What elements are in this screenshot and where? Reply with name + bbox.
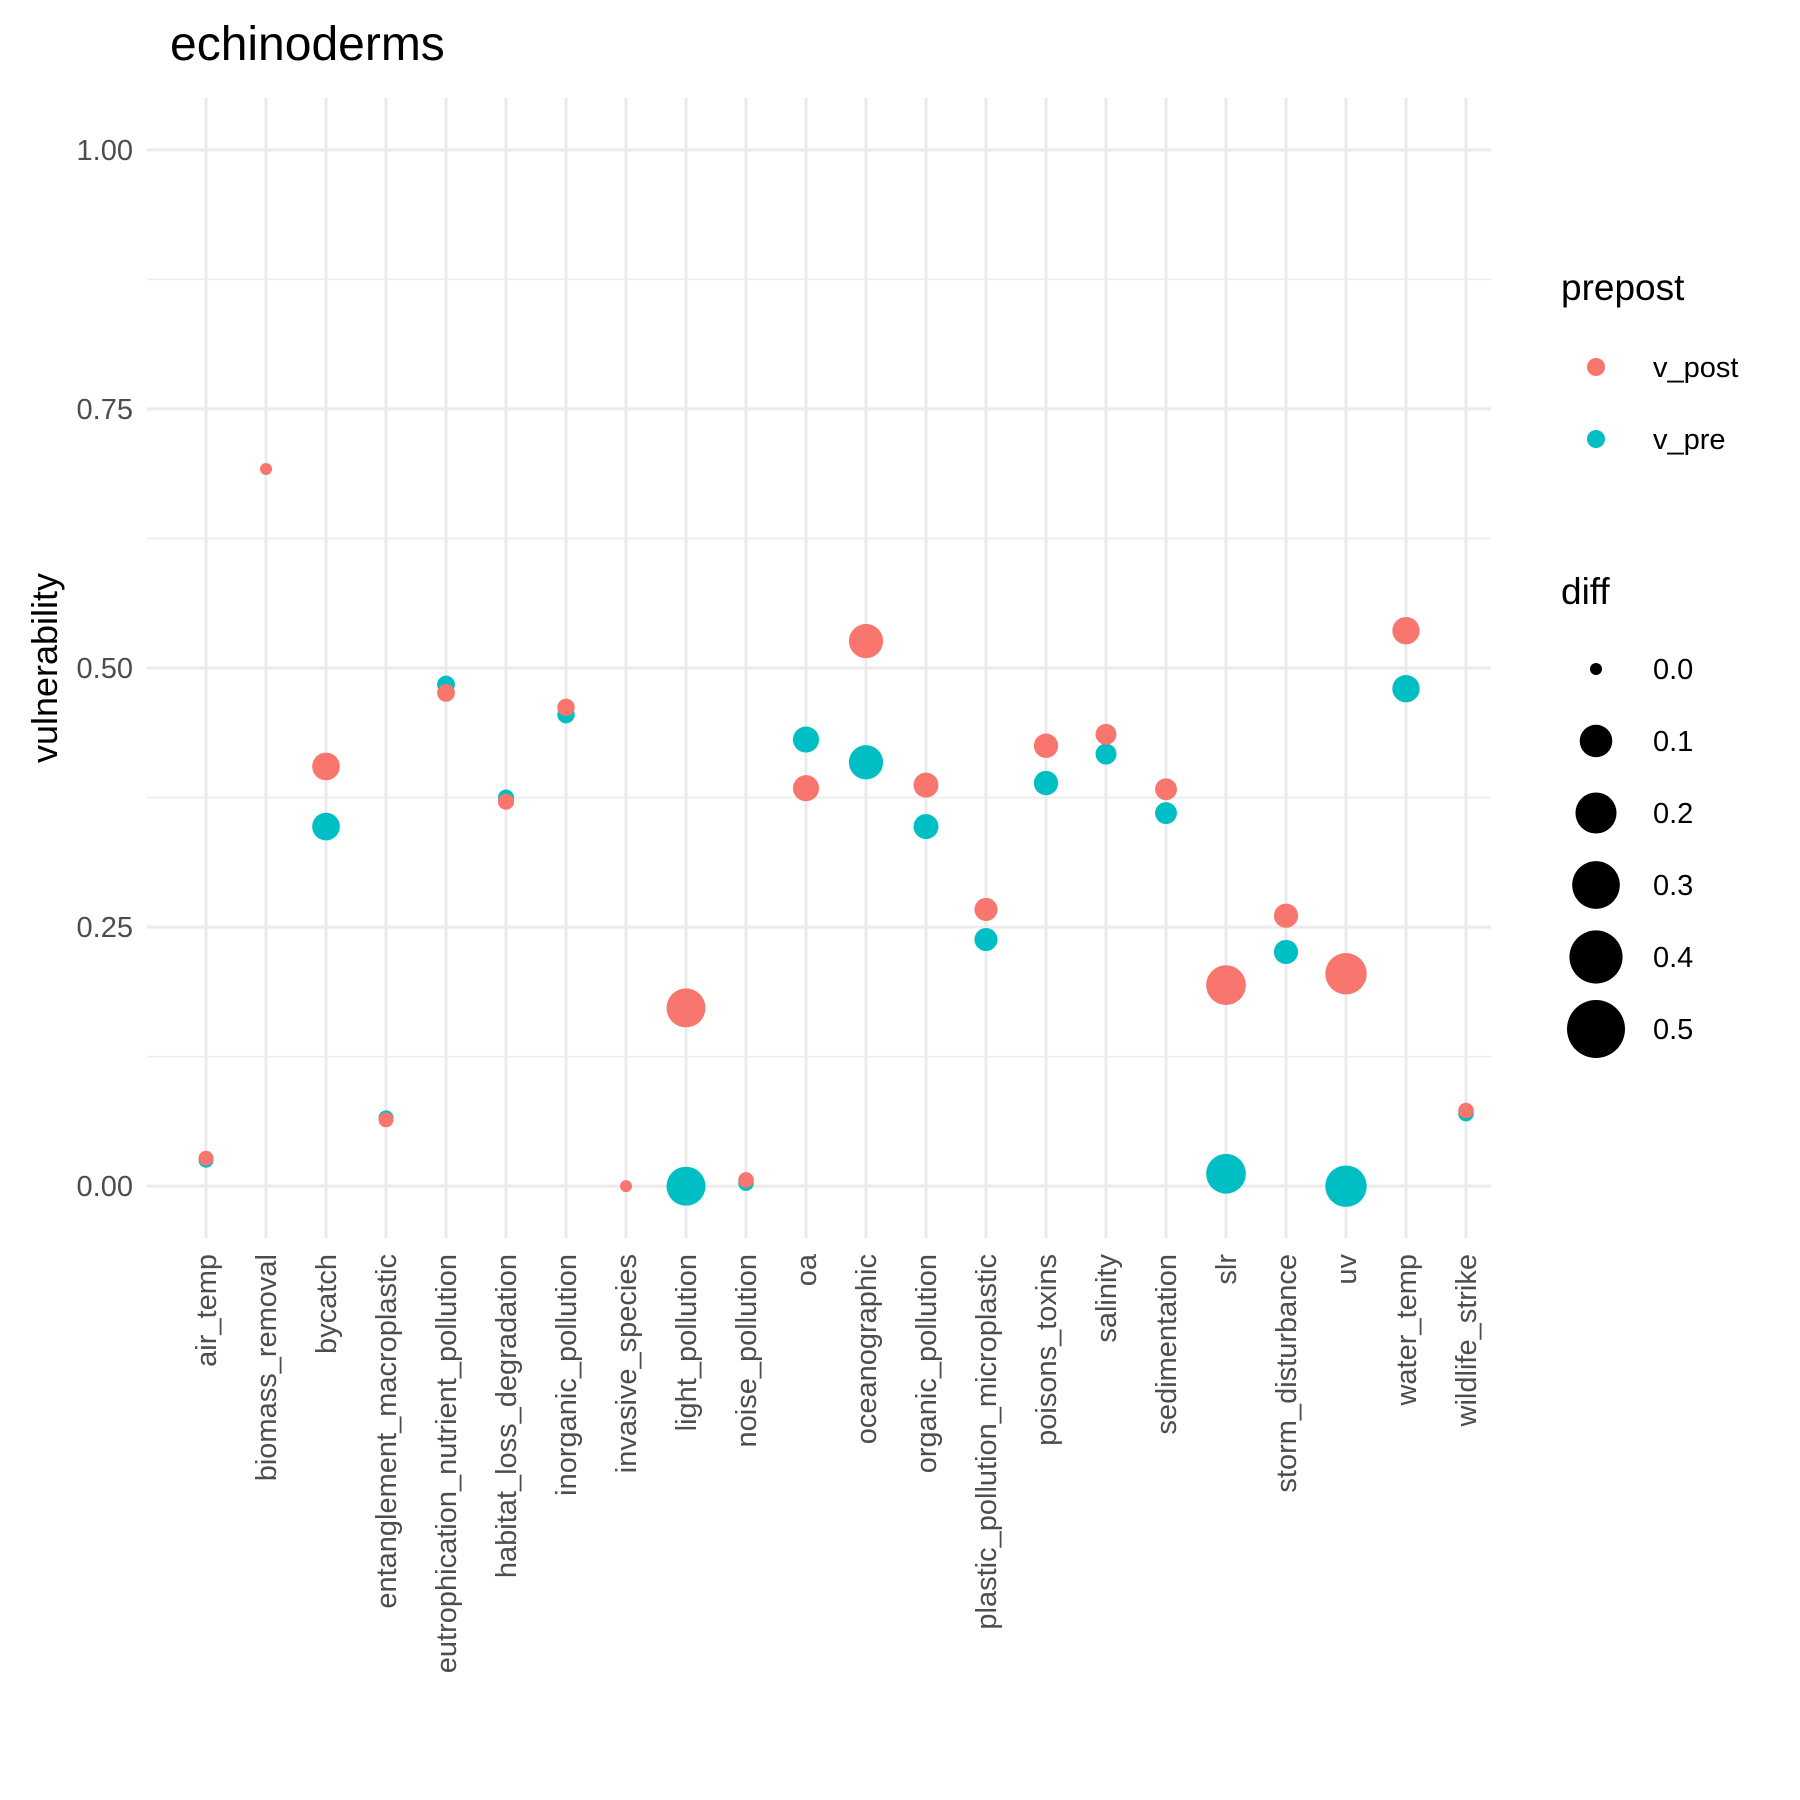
point-v_pre-water_temp [1392,675,1420,703]
legend-key-v_post [1587,358,1605,376]
legend-size-label: 0.1 [1653,726,1693,758]
point-v_pre-slr [1206,1153,1246,1194]
legend-color-keys: v_post v_pre [1587,352,1738,456]
x-tick-label: noise_pollution [731,1254,763,1447]
point-v_pre-light_pollution [666,1166,706,1206]
x-tick-label: salinity [1091,1254,1123,1343]
legend-size-label: 0.3 [1653,870,1693,902]
legend-size-key [1567,1000,1625,1058]
data-points [198,463,1474,1207]
legend-size-key [1575,792,1617,834]
x-tick-label: eutrophication_nutrient_pollution [431,1254,463,1673]
legend-size-label: 0.0 [1653,654,1693,686]
point-v_post-inorganic_pollution [557,698,575,717]
x-tick-label: plastic_pollution_microplastic [971,1254,1003,1630]
x-tick-label: oceanographic [851,1254,883,1444]
x-tick-label: sedimentation [1151,1254,1183,1435]
point-v_pre-organic_pollution [913,814,939,840]
legend-color-title: prepost [1561,267,1685,308]
x-tick-label: organic_pollution [911,1254,943,1473]
y-tick-label: 0.50 [77,653,133,685]
x-tick-label: bycatch [311,1254,343,1354]
point-v_post-water_temp [1392,616,1420,645]
point-v_post-light_pollution [666,988,706,1028]
x-tick-label: oa [791,1253,823,1286]
x-tick-label: inorganic_pollution [551,1254,583,1496]
point-v_pre-sedimentation [1155,802,1177,825]
legend-size-key [1569,930,1623,984]
point-v_post-bycatch [312,752,340,781]
x-tick-label: habitat_loss_degradation [491,1254,523,1578]
point-v_pre-poisons_toxins [1033,770,1059,796]
point-v_post-entanglement_macroplastic [378,1112,394,1128]
point-v_post-slr [1206,965,1246,1006]
y-tick-label: 1.00 [77,135,133,167]
x-tick-label: water_temp [1391,1254,1423,1407]
legend-size-label: 0.2 [1653,798,1693,830]
legend-size-label: 0.5 [1653,1014,1693,1046]
legend-size-keys: 0.0 0.1 0.2 0.3 0.4 0.5 [1567,654,1693,1058]
point-v_post-oa [792,775,820,802]
legend-size-key [1579,724,1613,758]
point-v_pre-bycatch [312,812,340,841]
legend-size-key [1590,663,1602,675]
legend-label-v_pre: v_pre [1653,424,1726,456]
legend-size-key [1572,861,1620,909]
x-tick-label: air_temp [191,1254,223,1367]
x-tick-label: invasive_species [611,1254,643,1473]
point-v_post-organic_pollution [913,772,939,798]
y-tick-label: 0.00 [77,1171,133,1203]
x-tick-label: entanglement_macroplastic [371,1254,403,1609]
legend-size-title: diff [1561,571,1610,612]
point-v_post-sedimentation [1155,778,1177,801]
point-v_post-oceanographic [848,623,884,659]
legend-size-label: 0.4 [1653,942,1693,974]
point-v_post-salinity [1095,723,1117,745]
point-v_post-storm_disturbance [1273,903,1299,928]
point-v_post-plastic_pollution_microplastic [974,897,998,922]
x-tick-label: storm_disturbance [1271,1254,1303,1493]
y-tick-labels: 0.00 0.25 0.50 0.75 1.00 [77,135,133,1203]
plot-grid [147,98,1491,1238]
point-v_post-wildlife_strike [1458,1102,1474,1119]
y-axis-title: vulnerability [24,573,65,763]
x-tick-label: uv [1331,1254,1363,1285]
legend-label-v_post: v_post [1653,352,1738,384]
point-v_post-invasive_species [620,1180,632,1193]
point-v_post-noise_pollution [738,1172,754,1188]
point-v_post-habitat_loss_degradation [497,793,515,810]
point-v_post-eutrophication_nutrient_pollution [437,683,455,702]
point-v_pre-oceanographic [848,745,884,780]
point-v_pre-salinity [1095,743,1117,765]
x-tick-labels: air_temp biomass_removal bycatch entangleme… [191,1253,1483,1673]
point-v_post-biomass_removal [260,463,272,476]
point-v_pre-plastic_pollution_microplastic [974,927,998,952]
x-tick-label: poisons_toxins [1031,1254,1063,1446]
legend-key-v_pre [1587,430,1605,448]
chart-title: echinoderms [170,18,445,71]
x-tick-label: wildlife_strike [1451,1254,1483,1427]
point-v_post-air_temp [198,1150,214,1166]
point-v_pre-oa [792,726,820,753]
point-v_pre-uv [1325,1165,1367,1207]
x-tick-label: slr [1211,1254,1243,1285]
legend: prepost v_post v_pre diff 0.0 0.1 0.2 0.3 0.4… [1561,267,1738,1058]
y-tick-label: 0.25 [77,912,133,944]
x-tick-label: light_pollution [671,1254,703,1431]
x-tick-label: biomass_removal [251,1254,283,1481]
point-v_pre-storm_disturbance [1273,939,1299,965]
point-v_post-uv [1325,953,1367,995]
point-v_post-poisons_toxins [1033,733,1059,758]
y-tick-label: 0.75 [77,394,133,426]
